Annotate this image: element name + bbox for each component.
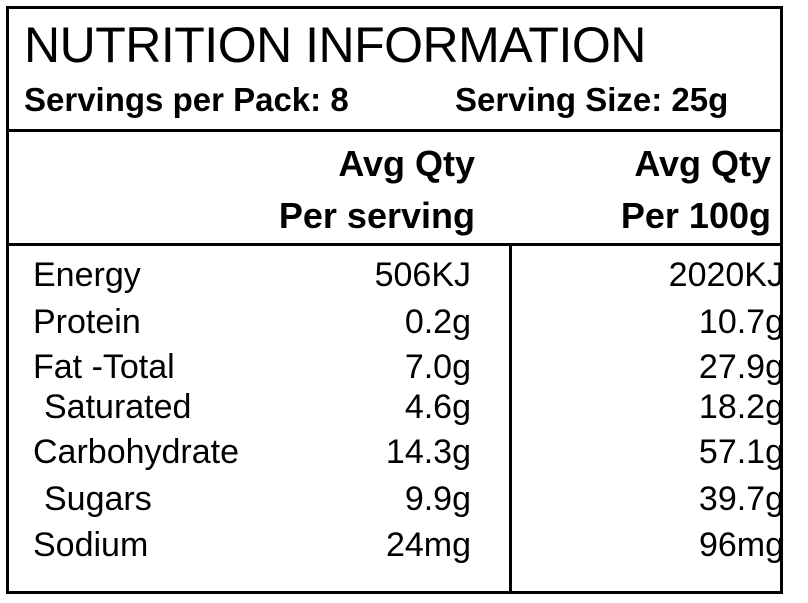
per-100g-value: 96mg [698, 526, 784, 564]
column-header-divider [6, 243, 783, 246]
nutrient-row-energy: Energy 506KJ 2020KJ [0, 253, 808, 297]
nutrient-row-fat-total: Fat -Total 7.0g 27.9g [0, 345, 808, 389]
nutrient-label: Carbohydrate [33, 433, 240, 471]
nutrition-panel [6, 6, 783, 594]
nutrient-label: Fat -Total [33, 348, 175, 386]
column-header-per-serving-line1: Avg Qty [338, 143, 475, 184]
nutrient-label: Energy [33, 256, 141, 294]
servings-per-pack: Servings per Pack: 8 [24, 81, 349, 118]
column-header-per-100g-line2: Per 100g [620, 195, 771, 236]
per-100g-value: 10.7g [698, 303, 784, 341]
nutrient-row-saturated: Saturated 4.6g 18.2g [0, 385, 808, 429]
column-header-per-serving-line2: Per serving [278, 195, 475, 236]
nutrient-label: Sodium [33, 526, 149, 564]
column-divider [509, 243, 512, 594]
column-header-per-serving: Avg Qty Per serving [279, 138, 475, 242]
header-divider [6, 129, 783, 132]
nutrient-label: Saturated [44, 388, 192, 426]
column-header-per-100g-line1: Avg Qty [634, 143, 771, 184]
per-100g-value: 57.1g [698, 433, 784, 471]
nutrient-row-sodium: Sodium 24mg 96mg [0, 523, 808, 567]
per-serving-value: 506KJ [374, 256, 471, 294]
nutrient-label: Sugars [44, 480, 152, 518]
per-serving-value: 7.0g [404, 348, 471, 386]
per-serving-value: 9.9g [404, 480, 471, 518]
serving-size: Serving Size: 25g [455, 81, 729, 118]
per-serving-value: 14.3g [385, 433, 471, 471]
per-100g-value: 39.7g [698, 480, 784, 518]
column-header-per-100g: Avg Qty Per 100g [621, 138, 771, 242]
per-100g-value: 2020KJ [668, 256, 784, 294]
per-serving-value: 0.2g [404, 303, 471, 341]
nutrient-row-carbohydrate: Carbohydrate 14.3g 57.1g [0, 430, 808, 474]
per-serving-value: 4.6g [404, 388, 471, 426]
per-100g-value: 27.9g [698, 348, 784, 386]
panel-title: NUTRITION INFORMATION [24, 17, 646, 73]
nutrient-row-protein: Protein 0.2g 10.7g [0, 300, 808, 344]
per-serving-value: 24mg [385, 526, 471, 564]
per-100g-value: 18.2g [698, 388, 784, 426]
nutrient-label: Protein [33, 303, 141, 341]
nutrient-row-sugars: Sugars 9.9g 39.7g [0, 477, 808, 521]
